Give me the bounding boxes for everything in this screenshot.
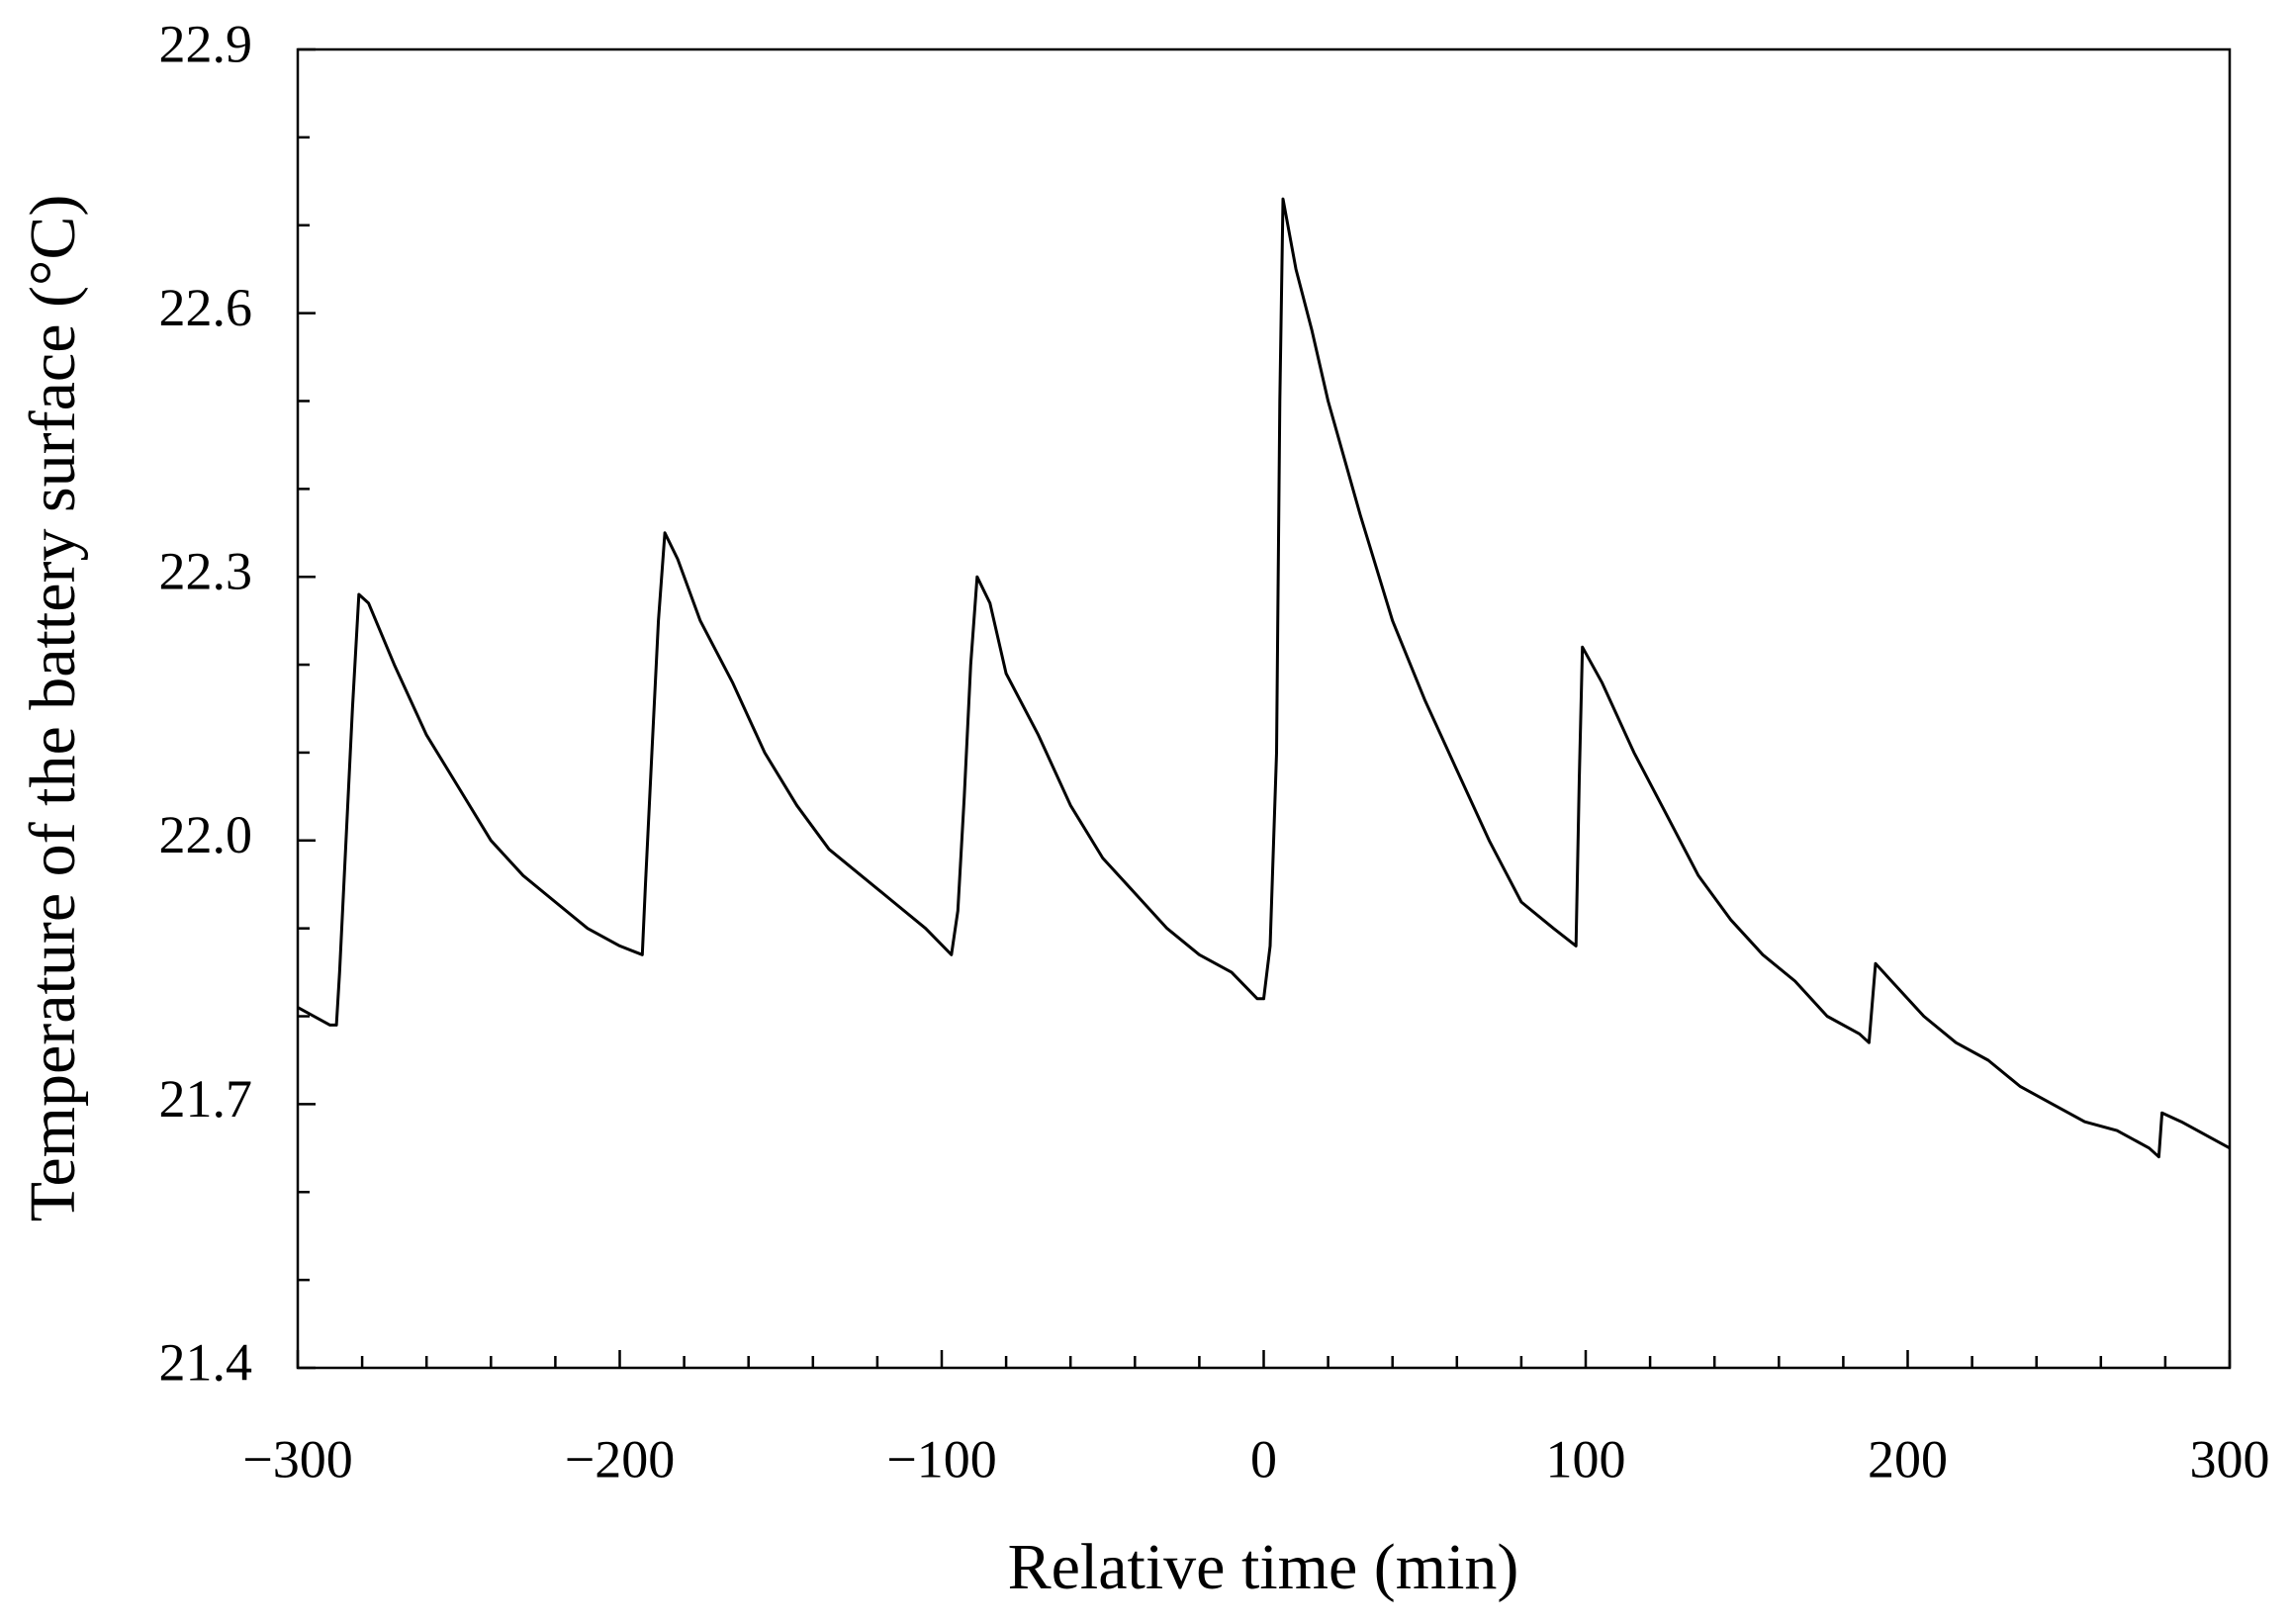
- y-tick-label: 21.7: [159, 1069, 253, 1128]
- x-tick-label: −300: [242, 1429, 352, 1489]
- x-axis-label: Relative time (min): [1008, 1531, 1519, 1603]
- y-axis-label: Temperature of the battery surface (°C): [17, 195, 89, 1222]
- y-tick-label: 22.6: [159, 278, 253, 337]
- x-tick-label: 300: [2190, 1429, 2270, 1489]
- x-tick-label: 0: [1250, 1429, 1277, 1489]
- y-tick-label: 22.0: [159, 805, 253, 864]
- y-tick-label: 21.4: [159, 1332, 253, 1392]
- x-tick-label: −100: [886, 1429, 996, 1489]
- plot-frame: [296, 47, 2232, 1370]
- data-line: [297, 197, 2231, 1159]
- x-tick-label: −200: [565, 1429, 675, 1489]
- y-tick-label: 22.3: [159, 542, 253, 601]
- x-tick-label: 100: [1546, 1429, 1626, 1489]
- y-tick-label: 22.9: [159, 14, 253, 73]
- x-tick-label: 200: [1868, 1429, 1948, 1489]
